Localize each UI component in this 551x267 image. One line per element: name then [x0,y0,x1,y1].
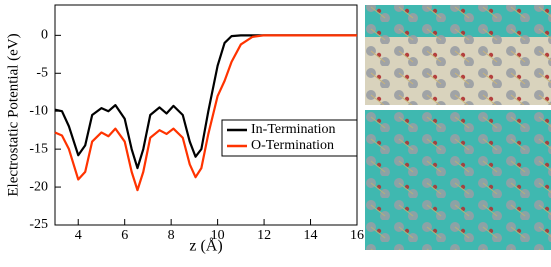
x-tick-label: 8 [168,228,175,243]
y-tick-label: -5 [36,65,48,80]
y-tick-label: -15 [29,141,48,156]
y-tick-label: -10 [29,103,48,118]
x-tick-label: 6 [121,228,128,243]
y-axis-label: Electrostatic Potential (eV) [5,33,21,196]
legend-label: O-Termination [251,138,334,153]
chart: z (Å) Electrostatic Potential (eV) 46810… [0,0,551,262]
y-tick-label: -20 [29,179,48,194]
x-tick-label: 16 [350,228,364,243]
legend-label: In-Termination [251,122,336,137]
x-tick-label: 10 [211,228,225,243]
atoms-top [365,5,551,105]
y-tick-label: -25 [29,217,48,232]
x-tick-label: 4 [75,228,82,243]
x-tick-label: 12 [257,228,271,243]
atoms-bottom [365,110,551,250]
series-line [55,35,357,190]
x-tick-label: 14 [304,228,318,243]
structure-images [365,5,551,250]
plot-frame [55,5,357,225]
y-tick-label: 0 [41,28,48,43]
